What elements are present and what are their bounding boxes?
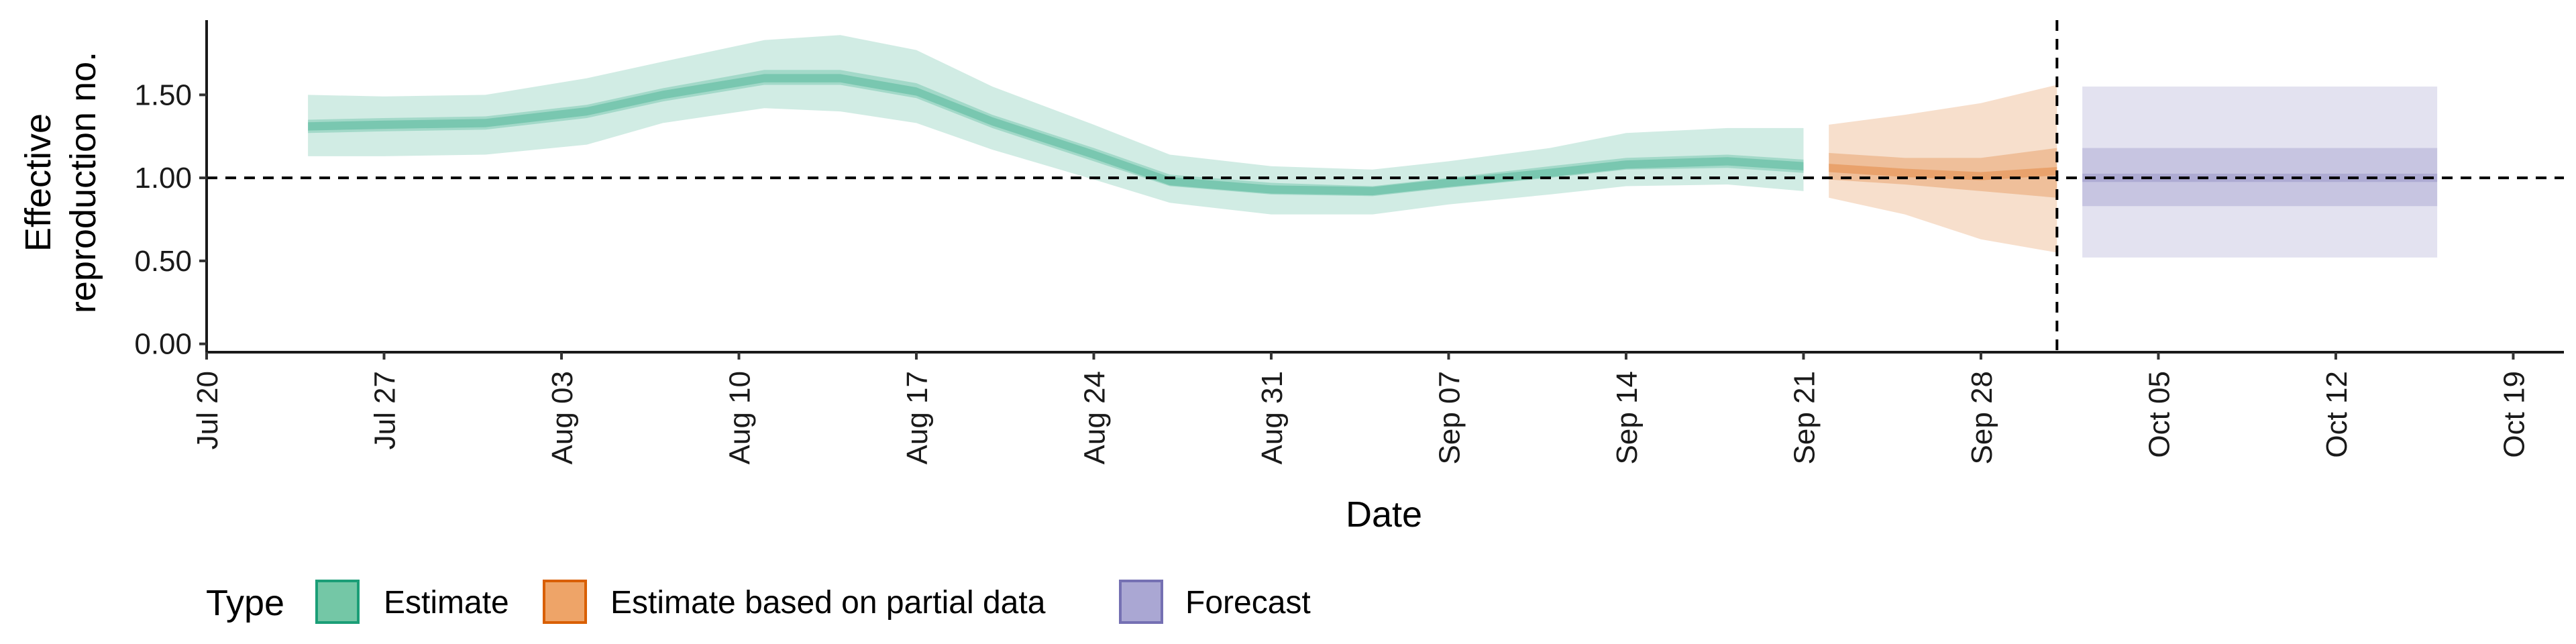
x-tick-label: Sep 07 [1434,371,1466,464]
y-axis-ticks: 0.00 0.50 1.00 1.50 [134,78,207,361]
estimate-band-90 [308,35,1804,215]
y-tick-label: 0.00 [134,328,192,361]
x-tick-label: Sep 21 [1788,371,1821,464]
estimate-based-on-partial-data-band-90 [1829,85,2057,253]
y-axis-label-line-2: reproduction no. [63,52,103,313]
x-tick-label: Sep 14 [1611,371,1644,464]
y-tick-label: 1.00 [134,162,192,195]
y-axis-label-line-1: Effective [18,113,58,252]
legend-key-forecast [1119,580,1163,624]
x-tick-label: Oct 19 [2498,371,2530,458]
legend-title: Type [206,583,284,623]
x-axis-ticks: Jul 20 Jul 27 Aug 03 Aug 10 Aug 17 Aug 24 Aug … [191,352,2530,464]
x-tick-label: Jul 27 [369,371,402,449]
legend-label-forecast: Forecast [1185,585,1311,621]
y-tick-label: 0.50 [134,245,192,278]
x-tick-label: Oct 12 [2320,371,2353,458]
forecast-band-90 [2082,87,2438,258]
x-tick-label: Aug 03 [546,371,579,464]
x-tick-label: Aug 17 [901,371,934,464]
x-axis-label: Date [1346,494,1422,535]
estimate-based-on-partial-data-band-50 [1829,148,2057,198]
x-tick-label: Aug 10 [724,371,757,464]
estimate-based-on-partial-data-median-band [1829,164,2057,180]
legend-key-estimate [315,580,360,624]
x-tick-label: Jul 20 [191,371,224,449]
ribbons-layer [308,35,2438,258]
x-tick-label: Aug 31 [1256,371,1289,464]
legend: Type Estimate Estimate based on partial … [206,580,1311,624]
legend-label-partial: Estimate based on partial data [610,585,1046,621]
x-tick-label: Sep 28 [1966,371,1998,464]
legend-label-estimate: Estimate [384,585,509,621]
x-tick-label: Aug 24 [1079,371,1112,464]
legend-key-partial [543,580,587,624]
x-tick-label: Oct 05 [2143,371,2176,458]
y-tick-label: 1.50 [134,78,192,111]
